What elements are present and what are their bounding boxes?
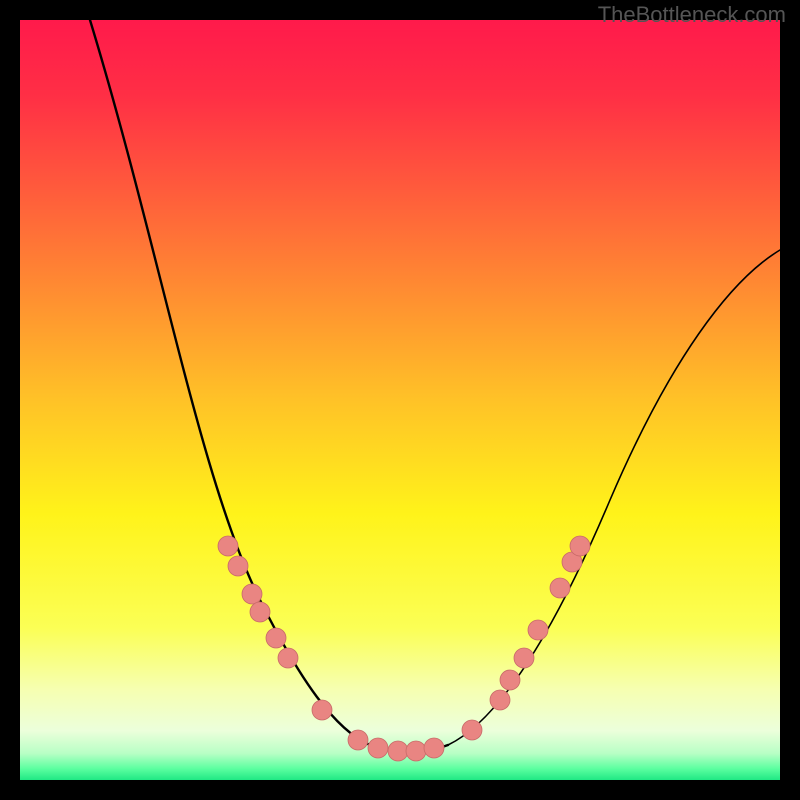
data-marker bbox=[218, 536, 238, 556]
chart-frame: TheBottleneck.com bbox=[0, 0, 800, 800]
data-marker bbox=[528, 620, 548, 640]
data-marker bbox=[250, 602, 270, 622]
data-marker bbox=[550, 578, 570, 598]
data-marker bbox=[228, 556, 248, 576]
bottleneck-curve-chart bbox=[0, 0, 800, 800]
data-marker bbox=[368, 738, 388, 758]
watermark-text: TheBottleneck.com bbox=[598, 2, 786, 28]
data-marker bbox=[514, 648, 534, 668]
data-marker bbox=[278, 648, 298, 668]
data-marker bbox=[242, 584, 262, 604]
data-marker bbox=[388, 741, 408, 761]
data-marker bbox=[266, 628, 286, 648]
plot-background bbox=[20, 20, 780, 780]
data-marker bbox=[490, 690, 510, 710]
data-marker bbox=[570, 536, 590, 556]
data-marker bbox=[406, 741, 426, 761]
data-marker bbox=[348, 730, 368, 750]
data-marker bbox=[312, 700, 332, 720]
data-marker bbox=[500, 670, 520, 690]
data-marker bbox=[424, 738, 444, 758]
data-marker bbox=[462, 720, 482, 740]
